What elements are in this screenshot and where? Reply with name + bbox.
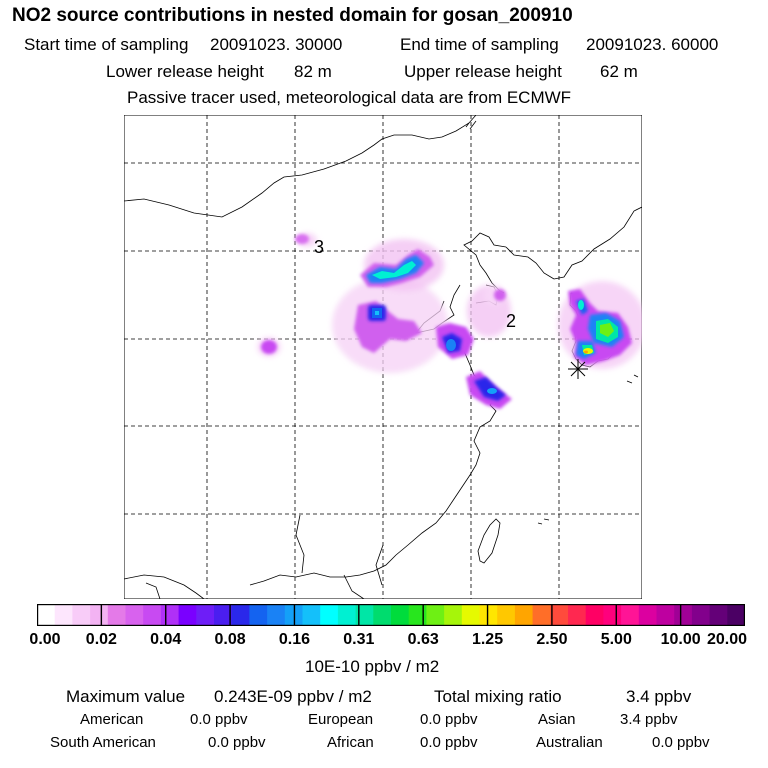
source-contribution-map: 3 2 <box>124 115 642 599</box>
colorbar-cell <box>373 604 392 626</box>
colorbar-tick-label: 20.00 <box>706 631 748 648</box>
asian-label: Asian <box>538 711 576 728</box>
colorbar-cell <box>355 604 374 626</box>
colorbar-cell <box>143 604 162 626</box>
colorbar-cell <box>107 604 126 626</box>
colorbar-cell <box>532 604 551 626</box>
colorbar-cell <box>178 604 197 626</box>
colorbar-cell <box>479 604 498 626</box>
african-value: 0.0 ppbv <box>420 734 478 751</box>
colorbar-cell <box>603 604 622 626</box>
end-time-value: 20091023. 60000 <box>586 35 719 54</box>
colorbar-cell <box>408 604 427 626</box>
colorbar-tick-label: 5.00 <box>600 631 632 648</box>
colorbar-cell <box>621 604 640 626</box>
colorbar-cell <box>160 604 179 626</box>
upper-release-label: Upper release height <box>404 62 562 81</box>
start-time-value: 20091023. 30000 <box>210 35 343 54</box>
colorbar-cell <box>337 604 356 626</box>
colorbar-tick-label: 2.50 <box>536 631 568 648</box>
colorbar-tick-label: 10.00 <box>660 631 701 648</box>
colorbar-tick-label: 0.02 <box>85 631 117 648</box>
colorbar-cell <box>444 604 463 626</box>
african-label: African <box>327 734 374 751</box>
colorbar-tick-label: 0.31 <box>343 631 375 648</box>
colorbar-tick-label: 0.00 <box>29 631 61 648</box>
south-american-label: South American <box>50 734 156 751</box>
colorbar-cell <box>674 604 693 626</box>
colorbar-cell <box>302 604 321 626</box>
colorbar-cell <box>550 604 569 626</box>
colorbar-cell <box>90 604 109 626</box>
plot-title: NO2 source contributions in nested domai… <box>12 5 573 26</box>
colorbar-cell <box>125 604 144 626</box>
start-time-label: Start time of sampling <box>24 35 189 54</box>
end-time-label: End time of sampling <box>400 35 559 54</box>
australian-value: 0.0 ppbv <box>652 734 710 751</box>
map-label-3: 3 <box>314 237 324 257</box>
colorbar-cell <box>461 604 480 626</box>
colorbar-cell <box>249 604 268 626</box>
receptor-asterisk-icon <box>568 359 588 379</box>
colorbar-cell <box>727 604 745 626</box>
colorbar-cell <box>72 604 91 626</box>
colorbar-cell <box>37 604 56 626</box>
lower-release-value: 82 m <box>294 62 332 81</box>
max-value-label: Maximum value <box>66 687 186 706</box>
colorbar <box>37 604 745 626</box>
lower-release-label: Lower release height <box>106 62 264 81</box>
concentration-plumes <box>257 233 642 409</box>
colorbar-tick-label: 0.16 <box>278 631 311 648</box>
colorbar-cell <box>231 604 250 626</box>
colorbar-tick-label: 0.63 <box>407 631 439 648</box>
colorbar-cell <box>691 604 710 626</box>
upper-release-value: 62 m <box>600 62 638 81</box>
colorbar-unit: 10E-10 ppbv / m2 <box>305 657 440 676</box>
colorbar-tick-label: 0.04 <box>150 631 182 648</box>
colorbar-cell <box>196 604 215 626</box>
colorbar-cell <box>709 604 728 626</box>
american-value: 0.0 ppbv <box>190 711 248 728</box>
colorbar-cell <box>54 604 73 626</box>
colorbar-cell <box>638 604 657 626</box>
colorbar-cell <box>426 604 445 626</box>
european-label: European <box>308 711 374 728</box>
colorbar-cell <box>267 604 286 626</box>
total-mixing-label: Total mixing ratio <box>434 687 562 706</box>
asian-value: 3.4 ppbv <box>620 711 678 728</box>
american-label: American <box>80 711 144 728</box>
colorbar-cell <box>497 604 516 626</box>
colorbar-cell <box>568 604 587 626</box>
colorbar-cell <box>585 604 604 626</box>
australian-label: Australian <box>536 734 603 751</box>
south-american-value: 0.0 ppbv <box>208 734 266 751</box>
colorbar-tick-label: 0.08 <box>214 631 246 648</box>
colorbar-tick-label: 1.25 <box>471 631 504 648</box>
total-mixing-value: 3.4 ppbv <box>626 687 692 706</box>
european-value: 0.0 ppbv <box>420 711 478 728</box>
colorbar-cell <box>514 604 533 626</box>
colorbar-cell <box>320 604 339 626</box>
tracer-note: Passive tracer used, meteorological data… <box>127 88 572 107</box>
colorbar-cell <box>391 604 410 626</box>
max-value: 0.243E-09 ppbv / m2 <box>214 687 372 706</box>
colorbar-cell <box>214 604 233 626</box>
colorbar-cell <box>656 604 675 626</box>
map-label-2: 2 <box>506 311 516 331</box>
